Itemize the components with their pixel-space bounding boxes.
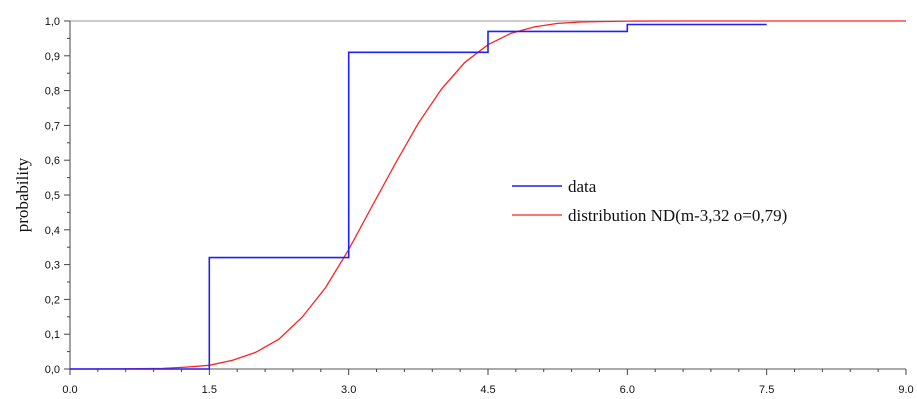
legend-label-distribution: distribution ND(m-3,32 o=0,79) xyxy=(568,206,787,225)
y-tick-label: 0,7 xyxy=(45,120,60,132)
y-tick-label: 0,5 xyxy=(45,190,60,202)
y-tick-label: 0,4 xyxy=(45,225,60,237)
y-tick-label: 1,0 xyxy=(45,16,60,28)
y-tick-label: 0,1 xyxy=(45,329,60,341)
x-tick-label: 0.0 xyxy=(62,384,77,396)
x-tick-label: 4.5 xyxy=(480,384,495,396)
y-tick-label: 0,3 xyxy=(45,260,60,272)
x-tick-label: 6.0 xyxy=(620,384,635,396)
series-group xyxy=(69,20,906,370)
x-tick-label: 3.0 xyxy=(341,384,356,396)
legend: data distribution ND(m-3,32 o=0,79) xyxy=(512,177,787,225)
y-tick-label: 0,8 xyxy=(45,86,60,98)
x-tick-label: 7.5 xyxy=(759,384,774,396)
x-tick-label: 9.0 xyxy=(898,384,913,396)
y-tick-label: 0,2 xyxy=(45,294,60,306)
y-tick-label: 0,9 xyxy=(45,51,60,63)
y-axis-label: probability xyxy=(13,157,32,232)
series-data-step-line xyxy=(70,23,767,370)
y-tick-label: 0,6 xyxy=(45,155,60,167)
y-tick-label: 0,0 xyxy=(45,364,60,376)
series-distribution-line xyxy=(69,20,906,370)
legend-label-data: data xyxy=(568,177,597,196)
x-tick-label: 1.5 xyxy=(202,384,217,396)
